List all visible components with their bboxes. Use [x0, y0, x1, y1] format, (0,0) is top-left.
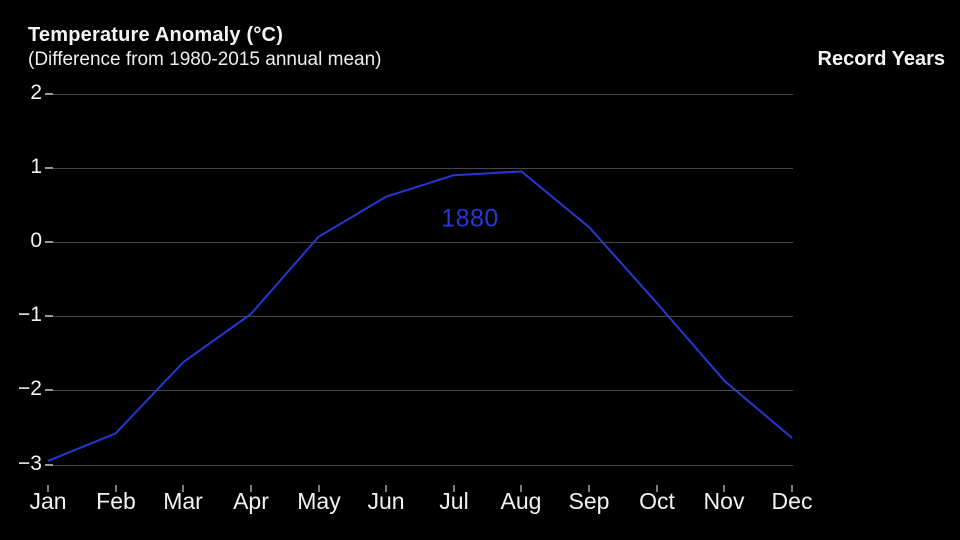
x-tick-jul	[453, 485, 455, 492]
y-axis-label: −2	[18, 377, 42, 400]
gridline-y-2	[46, 94, 793, 95]
x-axis-label-aug: Aug	[500, 488, 542, 514]
gridline-y-−2	[46, 390, 793, 391]
x-tick-feb	[115, 485, 117, 492]
y-axis-label: −3	[18, 452, 42, 475]
x-axis-label-jan: Jan	[29, 488, 67, 514]
x-axis-label-oct: Oct	[639, 488, 675, 514]
y-tick-dash	[45, 241, 53, 243]
x-tick-apr	[250, 485, 252, 492]
chart-title: Temperature Anomaly (°C)	[28, 24, 284, 46]
y-axis-label: −1	[18, 303, 42, 326]
x-axis-label-jun: Jun	[367, 488, 405, 514]
x-axis-label-apr: Apr	[233, 488, 269, 514]
x-axis-label-dec: Dec	[771, 488, 813, 514]
anomaly-line-1880	[47, 170, 793, 462]
x-axis-label-mar: Mar	[163, 488, 203, 514]
y-axis-label: 0	[30, 229, 42, 252]
x-tick-nov	[723, 485, 725, 492]
chart-subtitle: (Difference from 1980-2015 annual mean)	[28, 49, 382, 70]
x-tick-jun	[385, 485, 387, 492]
x-axis-label-jul: Jul	[439, 488, 469, 514]
y-tick-dash	[45, 167, 53, 169]
y-tick-dash	[45, 464, 53, 466]
y-axis-label: 1	[30, 155, 42, 178]
x-tick-sep	[588, 485, 590, 492]
x-tick-aug	[520, 485, 522, 492]
x-tick-jan	[47, 485, 49, 492]
x-tick-may	[318, 485, 320, 492]
x-axis-label-feb: Feb	[96, 488, 136, 514]
x-tick-mar	[182, 485, 184, 492]
gridline-y-−1	[46, 316, 793, 317]
x-axis-label-sep: Sep	[568, 488, 610, 514]
y-tick-dash	[45, 93, 53, 95]
gridline-y-0	[46, 242, 793, 243]
x-axis-label-nov: Nov	[703, 488, 745, 514]
gridline-y-−3	[46, 465, 793, 466]
y-tick-dash	[45, 315, 53, 317]
x-tick-dec	[791, 485, 793, 492]
x-axis-label-may: May	[297, 488, 341, 514]
gridline-y-1	[46, 168, 793, 169]
y-tick-dash	[45, 389, 53, 391]
legend-title: Record Years	[817, 48, 946, 70]
year-label: 1880	[441, 204, 499, 233]
x-tick-oct	[656, 485, 658, 492]
y-axis-label: 2	[30, 81, 42, 104]
